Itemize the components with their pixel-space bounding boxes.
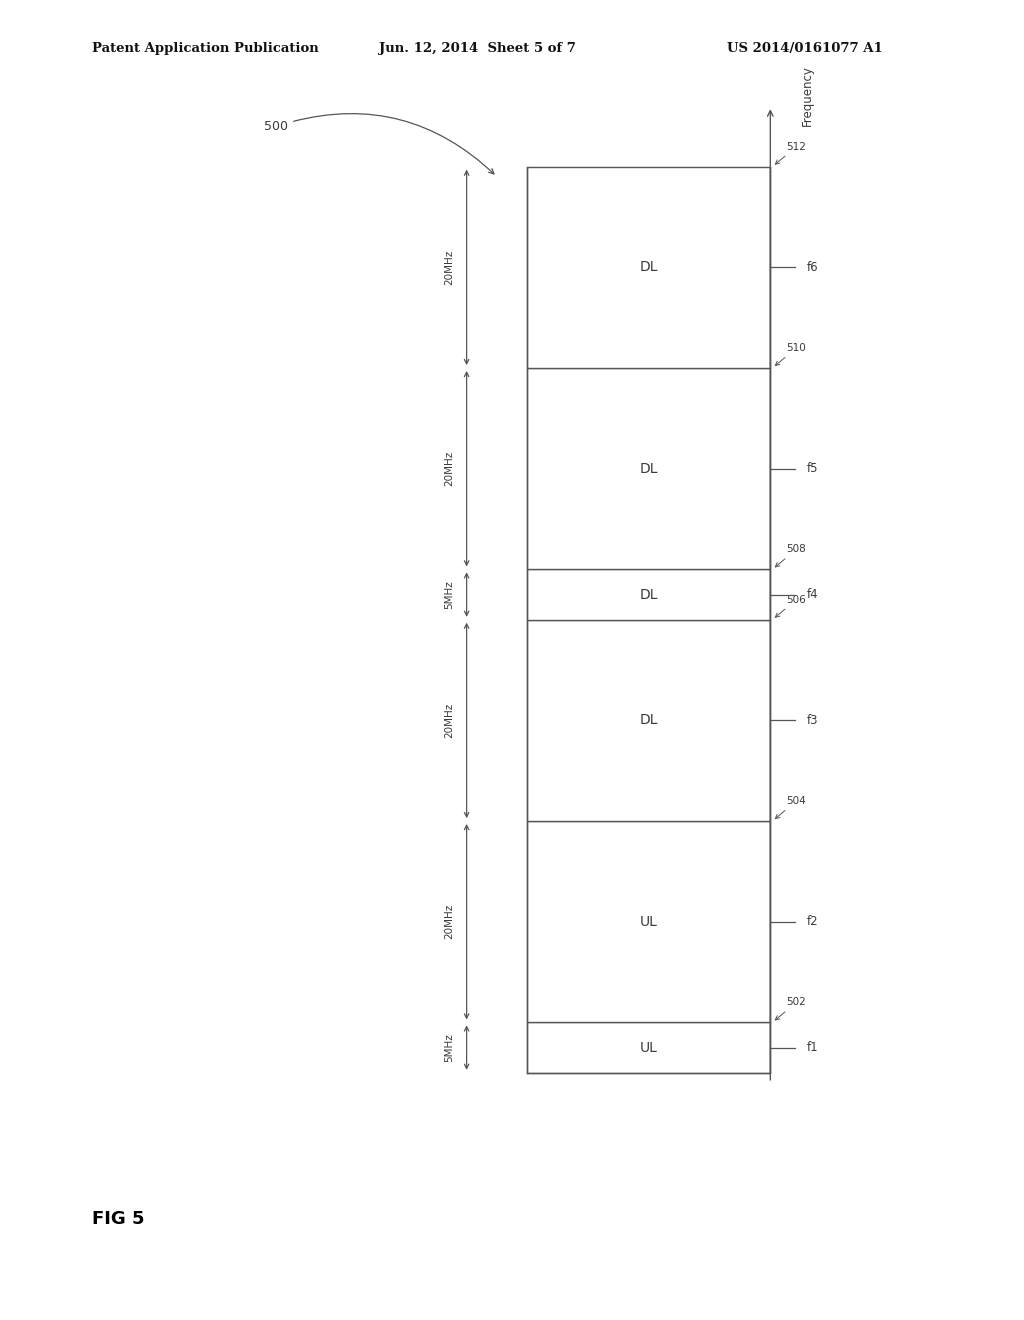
Text: f2: f2	[807, 915, 818, 928]
Text: Frequency: Frequency	[801, 66, 814, 127]
Text: DL: DL	[640, 462, 658, 475]
Text: FIG 5: FIG 5	[92, 1209, 144, 1228]
Bar	[527, 619, 770, 821]
Text: 500: 500	[264, 114, 494, 174]
Text: DL: DL	[640, 260, 658, 275]
Text: 20MHz: 20MHz	[444, 451, 455, 486]
Bar	[527, 569, 770, 619]
Text: 510: 510	[775, 343, 806, 366]
Text: UL: UL	[640, 1040, 657, 1055]
Text: 504: 504	[775, 796, 806, 818]
Text: DL: DL	[640, 587, 658, 602]
Text: 508: 508	[775, 544, 806, 566]
Text: 5MHz: 5MHz	[444, 1034, 455, 1063]
Text: f1: f1	[807, 1041, 818, 1055]
Text: Patent Application Publication: Patent Application Publication	[92, 42, 318, 55]
Text: 20MHz: 20MHz	[444, 904, 455, 940]
Text: f4: f4	[807, 587, 818, 601]
Text: f3: f3	[807, 714, 818, 727]
Text: Jun. 12, 2014  Sheet 5 of 7: Jun. 12, 2014 Sheet 5 of 7	[379, 42, 575, 55]
Bar	[527, 368, 770, 569]
Text: 20MHz: 20MHz	[444, 249, 455, 285]
Text: 5MHz: 5MHz	[444, 581, 455, 609]
Text: 502: 502	[775, 998, 806, 1020]
Text: US 2014/0161077 A1: US 2014/0161077 A1	[727, 42, 883, 55]
Text: UL: UL	[640, 915, 657, 929]
Text: 512: 512	[775, 141, 807, 164]
Text: 506: 506	[775, 594, 806, 618]
Text: DL: DL	[640, 713, 658, 727]
Text: f5: f5	[807, 462, 818, 475]
Bar	[527, 166, 770, 368]
Bar	[527, 821, 770, 1023]
Bar	[527, 1023, 770, 1073]
Text: f6: f6	[807, 261, 818, 273]
Text: 20MHz: 20MHz	[444, 702, 455, 738]
